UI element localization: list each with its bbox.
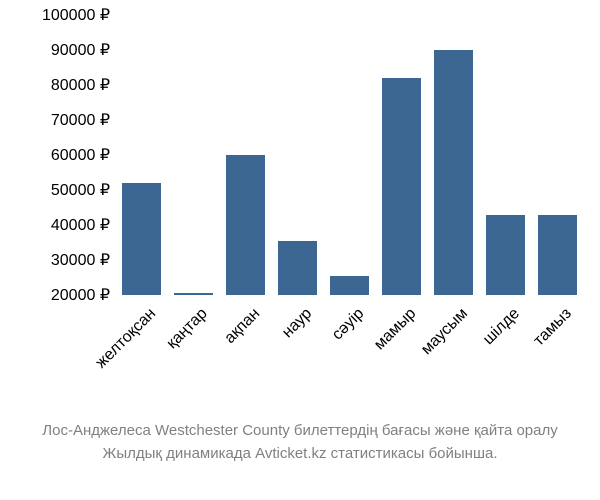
y-tick-label: 100000 ₽ [42, 5, 110, 25]
y-tick-label: 40000 ₽ [51, 215, 110, 235]
bar [538, 215, 577, 296]
bar [486, 215, 525, 296]
plot-area [115, 15, 583, 295]
x-tick-label: сәуір [329, 305, 368, 344]
bar [122, 183, 161, 295]
x-axis-labels: желтоқсанқаңтарақпаннаурсәуірмамырмаусым… [115, 300, 583, 390]
y-tick-label: 50000 ₽ [51, 180, 110, 200]
bar [330, 276, 369, 295]
x-tick-label: мамыр [371, 305, 420, 354]
y-tick-label: 60000 ₽ [51, 145, 110, 165]
bar [278, 241, 317, 295]
x-tick-label: желтоқсан [92, 305, 159, 372]
bar [174, 293, 213, 295]
y-tick-label: 90000 ₽ [51, 40, 110, 60]
x-tick-label: шілде [480, 305, 524, 349]
y-axis: 20000 ₽30000 ₽40000 ₽50000 ₽60000 ₽70000… [10, 15, 110, 295]
bar [382, 78, 421, 295]
bar [434, 50, 473, 295]
x-tick-label: ақпан [221, 305, 264, 348]
y-tick-label: 30000 ₽ [51, 250, 110, 270]
x-tick-label: қаңтар [164, 305, 212, 353]
y-tick-label: 80000 ₽ [51, 75, 110, 95]
chart-container: 20000 ₽ 30000 ₽ 40000 ₽ 50000 ₽ 60000 ₽ 70000… [10, 15, 590, 385]
caption-line-1: Лос-Анджелеса Westchester County билетте… [0, 420, 600, 443]
caption-line-2: Жылдық динамикада Avticket.kz статистика… [0, 443, 600, 466]
y-tick-label: 70000 ₽ [51, 110, 110, 130]
x-tick-label: тамыз [531, 305, 576, 350]
y-tick-label: 20000 ₽ [51, 285, 110, 305]
x-tick-label: маусым [418, 305, 472, 359]
bar [226, 155, 265, 295]
x-tick-label: наур [279, 305, 316, 342]
chart-caption: Лос-Анджелеса Westchester County билетте… [0, 420, 600, 465]
